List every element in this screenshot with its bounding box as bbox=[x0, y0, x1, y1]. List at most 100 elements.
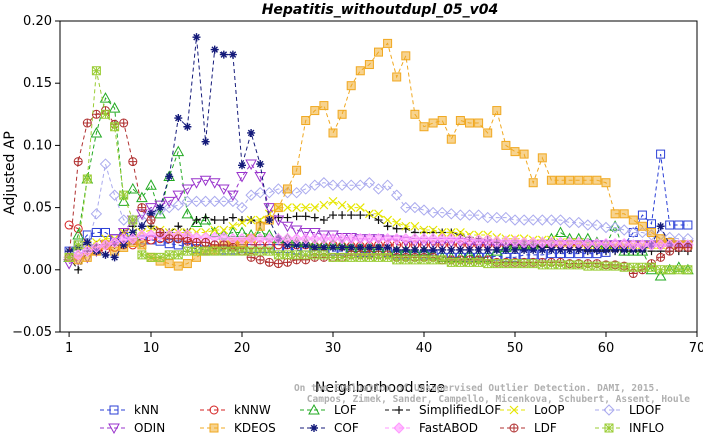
data-point-loop bbox=[446, 228, 456, 237]
data-point-cof bbox=[656, 222, 665, 231]
data-point-kdeos bbox=[328, 128, 338, 138]
data-point-lof bbox=[99, 92, 112, 103]
data-point-cof bbox=[192, 33, 201, 42]
data-point-loop bbox=[328, 196, 338, 206]
data-point-kdeos bbox=[182, 259, 192, 269]
data-point-lof bbox=[609, 220, 621, 231]
data-point-cof bbox=[447, 245, 456, 254]
data-point-kdeos bbox=[637, 221, 647, 231]
data-point-ldof bbox=[627, 226, 640, 239]
data-point-simplifiedlof bbox=[392, 224, 401, 233]
data-point-fastabod bbox=[327, 232, 339, 245]
legend-marker-odin bbox=[108, 423, 120, 434]
data-point-inflo bbox=[328, 252, 338, 262]
y-tick-label: 0.15 bbox=[23, 76, 52, 91]
data-point-inflo bbox=[546, 260, 556, 270]
data-point-kdeos bbox=[273, 203, 283, 213]
data-point-odin bbox=[172, 190, 185, 202]
data-point-simplifiedlof bbox=[374, 216, 383, 225]
data-point-ldf bbox=[192, 237, 202, 247]
data-point-fastabod bbox=[354, 232, 367, 245]
data-point-inflo bbox=[237, 246, 247, 256]
data-point-kdeos bbox=[465, 118, 474, 128]
data-point-odin bbox=[281, 221, 294, 233]
data-point-cof bbox=[238, 161, 246, 170]
data-point-odin bbox=[145, 203, 157, 214]
data-point-ldof bbox=[427, 206, 439, 219]
data-point-fastabod bbox=[636, 239, 649, 251]
data-point-ldof bbox=[636, 226, 649, 239]
data-point-inflo bbox=[246, 246, 256, 256]
data-point-kdeos bbox=[574, 175, 584, 185]
data-point-kdeos bbox=[292, 165, 302, 175]
data-point-cof bbox=[101, 250, 110, 259]
data-point-kdeos bbox=[583, 175, 593, 185]
data-point-loop bbox=[228, 221, 238, 231]
legend-marker-ldf bbox=[509, 423, 519, 433]
data-point-cof bbox=[110, 253, 119, 262]
data-point-inflo bbox=[337, 252, 347, 262]
data-point-cof bbox=[574, 245, 583, 254]
data-point-inflo bbox=[583, 261, 593, 271]
data-point-fastabod bbox=[127, 232, 139, 245]
legend-label: LOF bbox=[334, 403, 357, 417]
data-point-fastabod bbox=[545, 236, 558, 249]
data-point-ldf bbox=[201, 237, 211, 247]
data-point-knnw bbox=[64, 220, 74, 230]
data-point-fastabod bbox=[290, 232, 303, 245]
data-point-inflo bbox=[619, 262, 629, 272]
data-point-inflo bbox=[119, 190, 129, 200]
data-point-fastabod bbox=[454, 234, 467, 246]
plot-frame bbox=[59, 20, 698, 333]
data-point-ldof bbox=[527, 214, 539, 226]
data-point-ldof bbox=[108, 189, 121, 201]
data-point-inflo bbox=[355, 252, 365, 262]
data-point-loop bbox=[364, 209, 374, 219]
series-line-ldof bbox=[68, 163, 688, 258]
x-tick-label: 30 bbox=[325, 341, 342, 356]
data-point-ldf bbox=[656, 252, 666, 262]
series-cof bbox=[65, 33, 692, 262]
data-point-odin bbox=[117, 227, 130, 239]
data-point-ldf bbox=[137, 203, 147, 213]
data-point-ldf bbox=[173, 234, 183, 244]
data-point-inflo bbox=[392, 255, 402, 265]
data-point-fastabod bbox=[563, 236, 576, 249]
data-point-inflo bbox=[410, 255, 420, 265]
data-point-inflo bbox=[173, 250, 183, 260]
legend-item-inflo: INFLO bbox=[595, 421, 664, 434]
data-point-ldf bbox=[683, 242, 693, 252]
data-point-simplifiedlof bbox=[174, 222, 183, 231]
data-point-lof bbox=[199, 214, 212, 225]
data-point-ldof bbox=[436, 206, 448, 219]
data-point-kdeos bbox=[310, 106, 320, 116]
legend-marker-kdeos bbox=[209, 423, 219, 433]
data-point-inflo bbox=[292, 250, 302, 260]
plot-area bbox=[63, 33, 694, 281]
data-point-cof bbox=[119, 240, 128, 249]
data-point-ldof bbox=[400, 201, 412, 214]
data-point-cof bbox=[583, 245, 592, 254]
data-point-ldf bbox=[91, 109, 101, 119]
data-point-kdeos bbox=[346, 81, 356, 91]
data-point-simplifiedlof bbox=[338, 211, 347, 220]
data-point-inflo bbox=[182, 246, 192, 256]
data-point-kdeos bbox=[355, 66, 365, 76]
data-point-cof bbox=[292, 240, 301, 249]
legend-marker-simplifiedlof bbox=[395, 406, 403, 414]
data-point-ldof bbox=[154, 204, 166, 216]
data-point-cof bbox=[538, 245, 547, 254]
data-point-ldof bbox=[572, 216, 585, 229]
data-point-lof bbox=[90, 126, 103, 138]
data-point-simplifiedlof bbox=[292, 212, 301, 221]
series-fastabod bbox=[63, 229, 694, 264]
data-point-ldof bbox=[199, 195, 212, 208]
data-point-cof bbox=[147, 209, 155, 218]
data-point-cof bbox=[128, 228, 137, 237]
data-point-lof bbox=[490, 245, 503, 256]
data-point-cof bbox=[474, 245, 483, 254]
legend-item-lof: LOF bbox=[300, 403, 357, 417]
data-point-ldof bbox=[363, 177, 376, 189]
data-point-loop bbox=[210, 225, 220, 235]
data-point-fastabod bbox=[645, 239, 658, 251]
